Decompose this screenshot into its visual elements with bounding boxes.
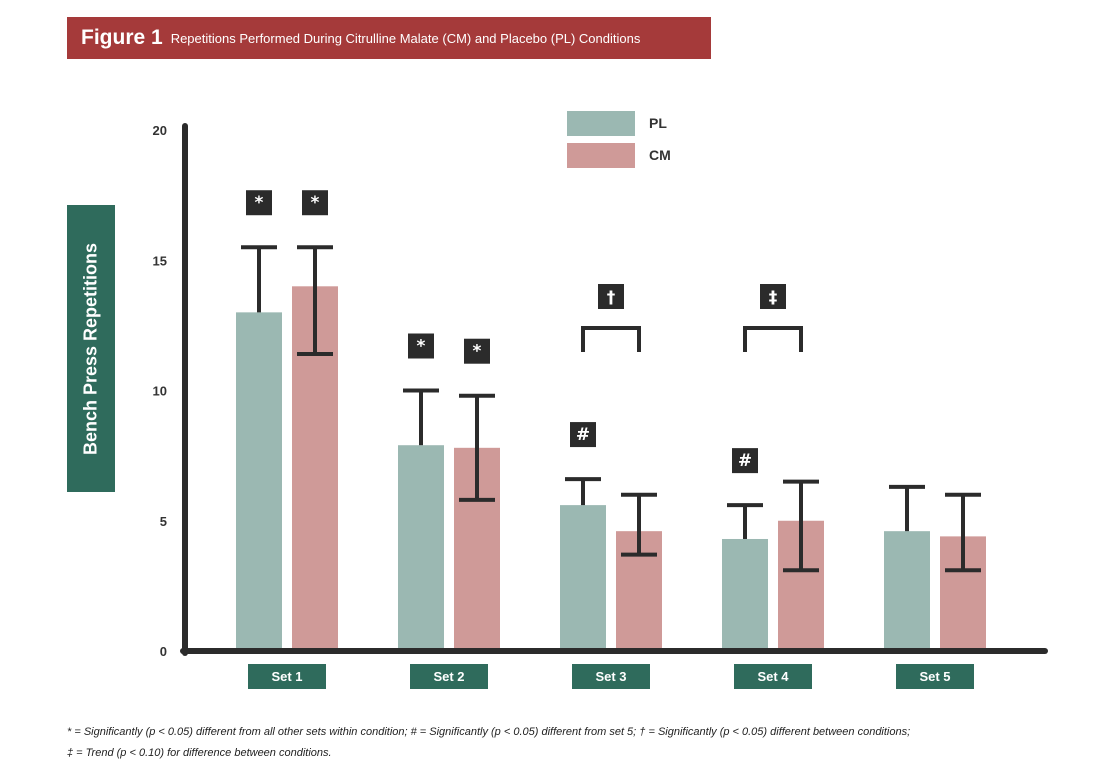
y-tick-label-0: 0 bbox=[160, 644, 167, 659]
category-label-5: Set 5 bbox=[919, 669, 950, 684]
significance-symbol-pl-3: # bbox=[576, 425, 590, 445]
comparison-symbol-2: ‡ bbox=[769, 288, 778, 308]
comparison-bracket-2 bbox=[743, 326, 803, 352]
y-axis-label-box: Bench Press Repetitions bbox=[67, 205, 115, 492]
legend-swatch-cm bbox=[567, 143, 635, 168]
figure-subtitle: Repetitions Performed During Citrulline … bbox=[170, 30, 641, 46]
category-label-box-4 bbox=[734, 664, 812, 689]
significance-symbol-cm-1: * bbox=[311, 193, 320, 213]
category-label-box-1 bbox=[248, 664, 326, 689]
significance-box-cm-2 bbox=[464, 338, 490, 364]
footnote: * = Significantly (p < 0.05) different f… bbox=[67, 722, 1067, 764]
significance-symbol-pl-4: # bbox=[738, 451, 752, 471]
comparison-symbol-1: † bbox=[607, 288, 616, 308]
category-label-box-2 bbox=[410, 664, 488, 689]
figure-label: Figure 1 bbox=[81, 26, 163, 49]
figure-title-banner: Figure 1 Repetitions Performed During Ci… bbox=[67, 17, 711, 59]
footnote-line-2: ‡ = Trend (p < 0.10) for difference betw… bbox=[67, 747, 332, 759]
category-label-4: Set 4 bbox=[757, 669, 789, 684]
significance-box-pl-3 bbox=[570, 422, 596, 448]
bar-pl-1 bbox=[236, 312, 282, 651]
significance-box-pl-1 bbox=[246, 190, 272, 216]
comparison-box-2 bbox=[760, 284, 786, 309]
category-label-2: Set 2 bbox=[433, 669, 464, 684]
comparison-box-1 bbox=[598, 284, 624, 309]
category-label-box-5 bbox=[896, 664, 974, 689]
footnote-line-1: * = Significantly (p < 0.05) different f… bbox=[67, 726, 911, 738]
y-tick-label-10: 10 bbox=[153, 384, 167, 399]
category-label-box-3 bbox=[572, 664, 650, 689]
significance-symbol-pl-2: * bbox=[417, 337, 426, 357]
legend-swatch-pl bbox=[567, 111, 635, 136]
y-tick-label-5: 5 bbox=[160, 514, 167, 529]
bar-pl-5 bbox=[884, 531, 930, 651]
significance-box-pl-4 bbox=[732, 448, 758, 474]
legend-label-pl: PL bbox=[649, 115, 667, 131]
y-tick-label-20: 20 bbox=[153, 123, 167, 138]
bar-pl-3 bbox=[560, 505, 606, 651]
significance-box-cm-1 bbox=[302, 190, 328, 216]
significance-symbol-pl-1: * bbox=[255, 193, 264, 213]
significance-box-pl-2 bbox=[408, 333, 434, 359]
significance-symbol-cm-2: * bbox=[473, 342, 482, 362]
y-tick-label-15: 15 bbox=[153, 253, 167, 268]
comparison-bracket-1 bbox=[581, 326, 641, 352]
legend-label-cm: CM bbox=[649, 147, 671, 163]
bar-pl-2 bbox=[398, 445, 444, 651]
bar-pl-4 bbox=[722, 538, 768, 651]
category-label-3: Set 3 bbox=[595, 669, 626, 684]
category-label-1: Set 1 bbox=[271, 669, 302, 684]
